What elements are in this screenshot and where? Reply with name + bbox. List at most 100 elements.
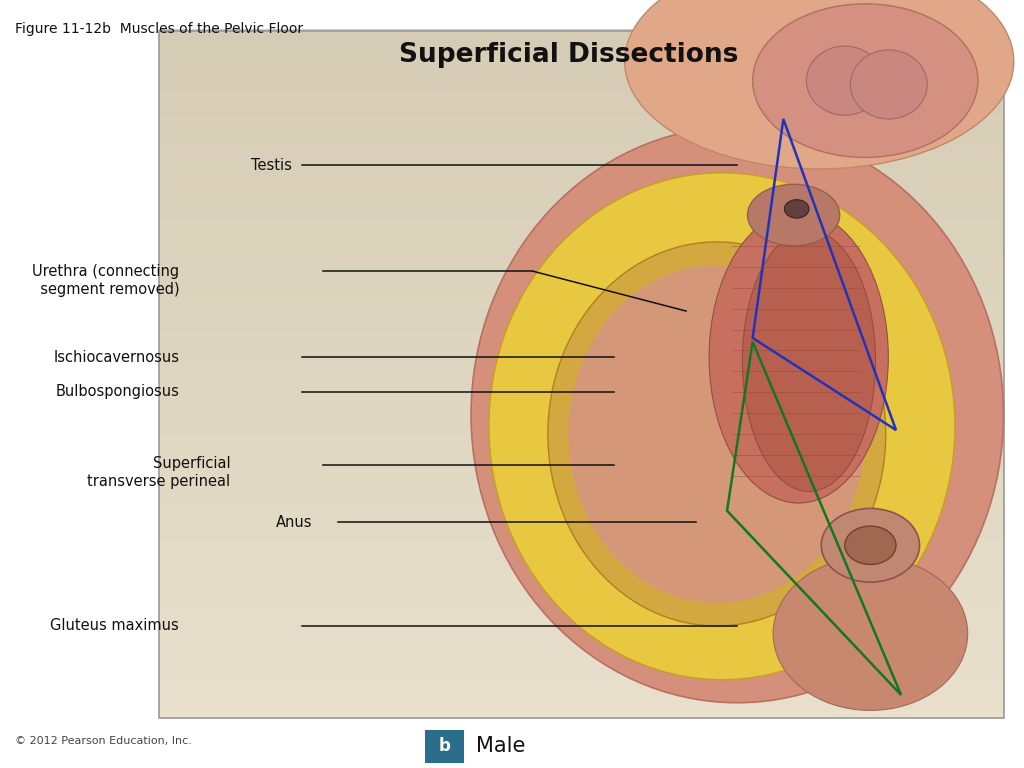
- Bar: [159, 493, 1004, 503]
- Bar: [159, 476, 1004, 486]
- Bar: [159, 502, 1004, 511]
- Bar: [159, 107, 1004, 117]
- Bar: [159, 614, 1004, 624]
- Bar: [159, 29, 1004, 39]
- FancyBboxPatch shape: [425, 730, 464, 763]
- Bar: [159, 38, 1004, 48]
- Bar: [159, 682, 1004, 692]
- Bar: [159, 450, 1004, 460]
- Bar: [159, 458, 1004, 469]
- Ellipse shape: [625, 0, 1014, 169]
- Bar: [159, 55, 1004, 65]
- Bar: [159, 407, 1004, 417]
- Bar: [159, 364, 1004, 375]
- Bar: [159, 648, 1004, 658]
- Text: Figure 11-12b  Muscles of the Pelvic Floor: Figure 11-12b Muscles of the Pelvic Floo…: [15, 22, 303, 35]
- Text: Superficial Dissections: Superficial Dissections: [398, 42, 738, 68]
- Bar: [159, 639, 1004, 649]
- Text: b: b: [438, 737, 451, 756]
- Bar: [159, 158, 1004, 168]
- Bar: [159, 141, 1004, 151]
- Bar: [159, 347, 1004, 357]
- Bar: [159, 31, 1004, 718]
- Bar: [159, 124, 1004, 134]
- Bar: [159, 218, 1004, 228]
- Bar: [159, 98, 1004, 108]
- Bar: [159, 244, 1004, 254]
- Bar: [159, 571, 1004, 581]
- Ellipse shape: [548, 242, 886, 626]
- Bar: [159, 690, 1004, 701]
- Bar: [159, 132, 1004, 142]
- Bar: [159, 81, 1004, 91]
- Bar: [159, 296, 1004, 306]
- Ellipse shape: [709, 211, 889, 503]
- Bar: [159, 468, 1004, 478]
- Ellipse shape: [488, 173, 954, 680]
- Bar: [159, 313, 1004, 323]
- Ellipse shape: [773, 557, 968, 710]
- Bar: [159, 201, 1004, 211]
- Bar: [159, 356, 1004, 366]
- Bar: [159, 261, 1004, 271]
- Bar: [159, 339, 1004, 349]
- Bar: [159, 511, 1004, 521]
- Ellipse shape: [807, 46, 883, 115]
- Bar: [159, 150, 1004, 160]
- Text: Superficial
transverse perineal: Superficial transverse perineal: [87, 456, 230, 488]
- Bar: [159, 631, 1004, 641]
- Bar: [159, 72, 1004, 82]
- Bar: [159, 415, 1004, 426]
- Bar: [159, 46, 1004, 57]
- Ellipse shape: [568, 265, 865, 603]
- Bar: [159, 287, 1004, 297]
- Text: Ischiocavernosus: Ischiocavernosus: [53, 349, 179, 365]
- Bar: [159, 330, 1004, 340]
- Ellipse shape: [850, 50, 928, 119]
- Bar: [159, 227, 1004, 237]
- Bar: [159, 622, 1004, 632]
- Bar: [159, 89, 1004, 99]
- Bar: [159, 253, 1004, 263]
- Bar: [159, 399, 1004, 409]
- Bar: [159, 485, 1004, 495]
- Bar: [159, 562, 1004, 572]
- Bar: [159, 579, 1004, 589]
- Bar: [159, 184, 1004, 194]
- Text: Gluteus maximus: Gluteus maximus: [50, 618, 179, 634]
- Text: Bulbospongiosus: Bulbospongiosus: [55, 384, 179, 399]
- Text: Testis: Testis: [251, 157, 292, 173]
- Bar: [159, 519, 1004, 529]
- Bar: [159, 674, 1004, 684]
- Circle shape: [845, 526, 896, 564]
- Text: Male: Male: [476, 737, 525, 756]
- Bar: [159, 657, 1004, 667]
- Text: Urethra (connecting
  segment removed): Urethra (connecting segment removed): [31, 264, 179, 296]
- Ellipse shape: [471, 127, 1004, 703]
- Bar: [159, 665, 1004, 675]
- Bar: [159, 588, 1004, 598]
- Bar: [159, 553, 1004, 564]
- Bar: [159, 390, 1004, 400]
- Bar: [159, 545, 1004, 554]
- Bar: [159, 528, 1004, 538]
- Bar: [159, 708, 1004, 718]
- Bar: [159, 304, 1004, 314]
- Bar: [159, 193, 1004, 203]
- Text: Anus: Anus: [275, 515, 312, 530]
- Bar: [159, 425, 1004, 435]
- Bar: [159, 536, 1004, 546]
- Circle shape: [784, 200, 809, 218]
- Text: © 2012 Pearson Education, Inc.: © 2012 Pearson Education, Inc.: [15, 737, 193, 746]
- Ellipse shape: [742, 230, 876, 492]
- Bar: [159, 442, 1004, 452]
- Circle shape: [821, 508, 920, 582]
- Bar: [159, 64, 1004, 74]
- Bar: [159, 605, 1004, 615]
- Bar: [159, 235, 1004, 246]
- Bar: [159, 433, 1004, 443]
- Bar: [159, 167, 1004, 177]
- Bar: [159, 382, 1004, 392]
- Bar: [159, 210, 1004, 220]
- Bar: [159, 372, 1004, 383]
